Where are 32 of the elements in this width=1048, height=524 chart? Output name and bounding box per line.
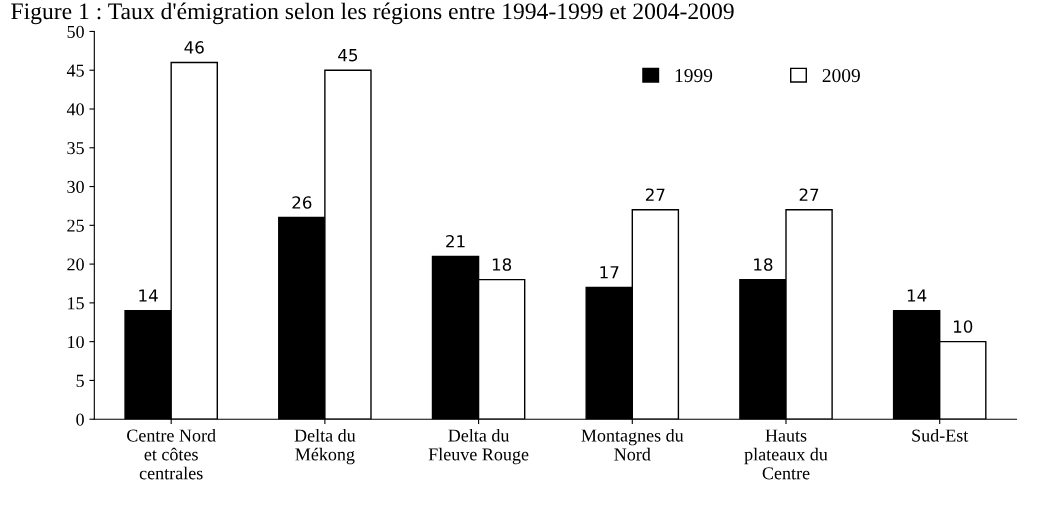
y-tick-label: 20 xyxy=(67,258,84,271)
chart-title: Figure 1 : Taux d'émigration selon les régions entre 1994-1999 et 2004-2009 xyxy=(11,2,734,25)
y-tick-label: 45 xyxy=(66,64,84,77)
y-tick-label: 10 xyxy=(68,335,84,349)
data-label: 17 xyxy=(600,266,619,279)
y-tick-label: 0 xyxy=(76,413,84,426)
data-label: 14 xyxy=(907,289,927,302)
x-tick-label: Sud-Est xyxy=(912,428,969,442)
data-label: 27 xyxy=(799,188,819,201)
y-tick-label: 25 xyxy=(67,219,84,232)
data-label: 18 xyxy=(754,258,773,271)
x-tick-label: Delta du Fleuve Rouge xyxy=(428,428,529,465)
x-tick-label: Centre Nord et côtes centrales xyxy=(127,428,216,480)
x-tick-label: Delta du Mékong xyxy=(294,428,356,465)
data-label: 46 xyxy=(184,41,204,54)
legend-label: 2009 xyxy=(822,69,860,83)
y-tick-label: 40 xyxy=(66,103,84,116)
data-label: 18 xyxy=(492,258,512,271)
data-label: 21 xyxy=(446,234,465,248)
y-tick-label: 35 xyxy=(67,142,84,155)
y-tick-label: 50 xyxy=(67,25,84,38)
data-label: 45 xyxy=(338,49,358,62)
legend-label: 1999 xyxy=(675,69,713,83)
y-tick-label: 5 xyxy=(76,374,84,387)
y-tick-label: 30 xyxy=(67,180,84,193)
data-label: 27 xyxy=(645,188,665,201)
x-tick-label: Hauts plateaux du Centre xyxy=(744,429,828,480)
x-tick-label: Montagnes du Nord xyxy=(581,428,684,461)
y-tick-label: 15 xyxy=(68,297,84,310)
data-label: 14 xyxy=(139,289,158,302)
data-label: 26 xyxy=(292,196,312,209)
data-label: 10 xyxy=(953,320,973,333)
